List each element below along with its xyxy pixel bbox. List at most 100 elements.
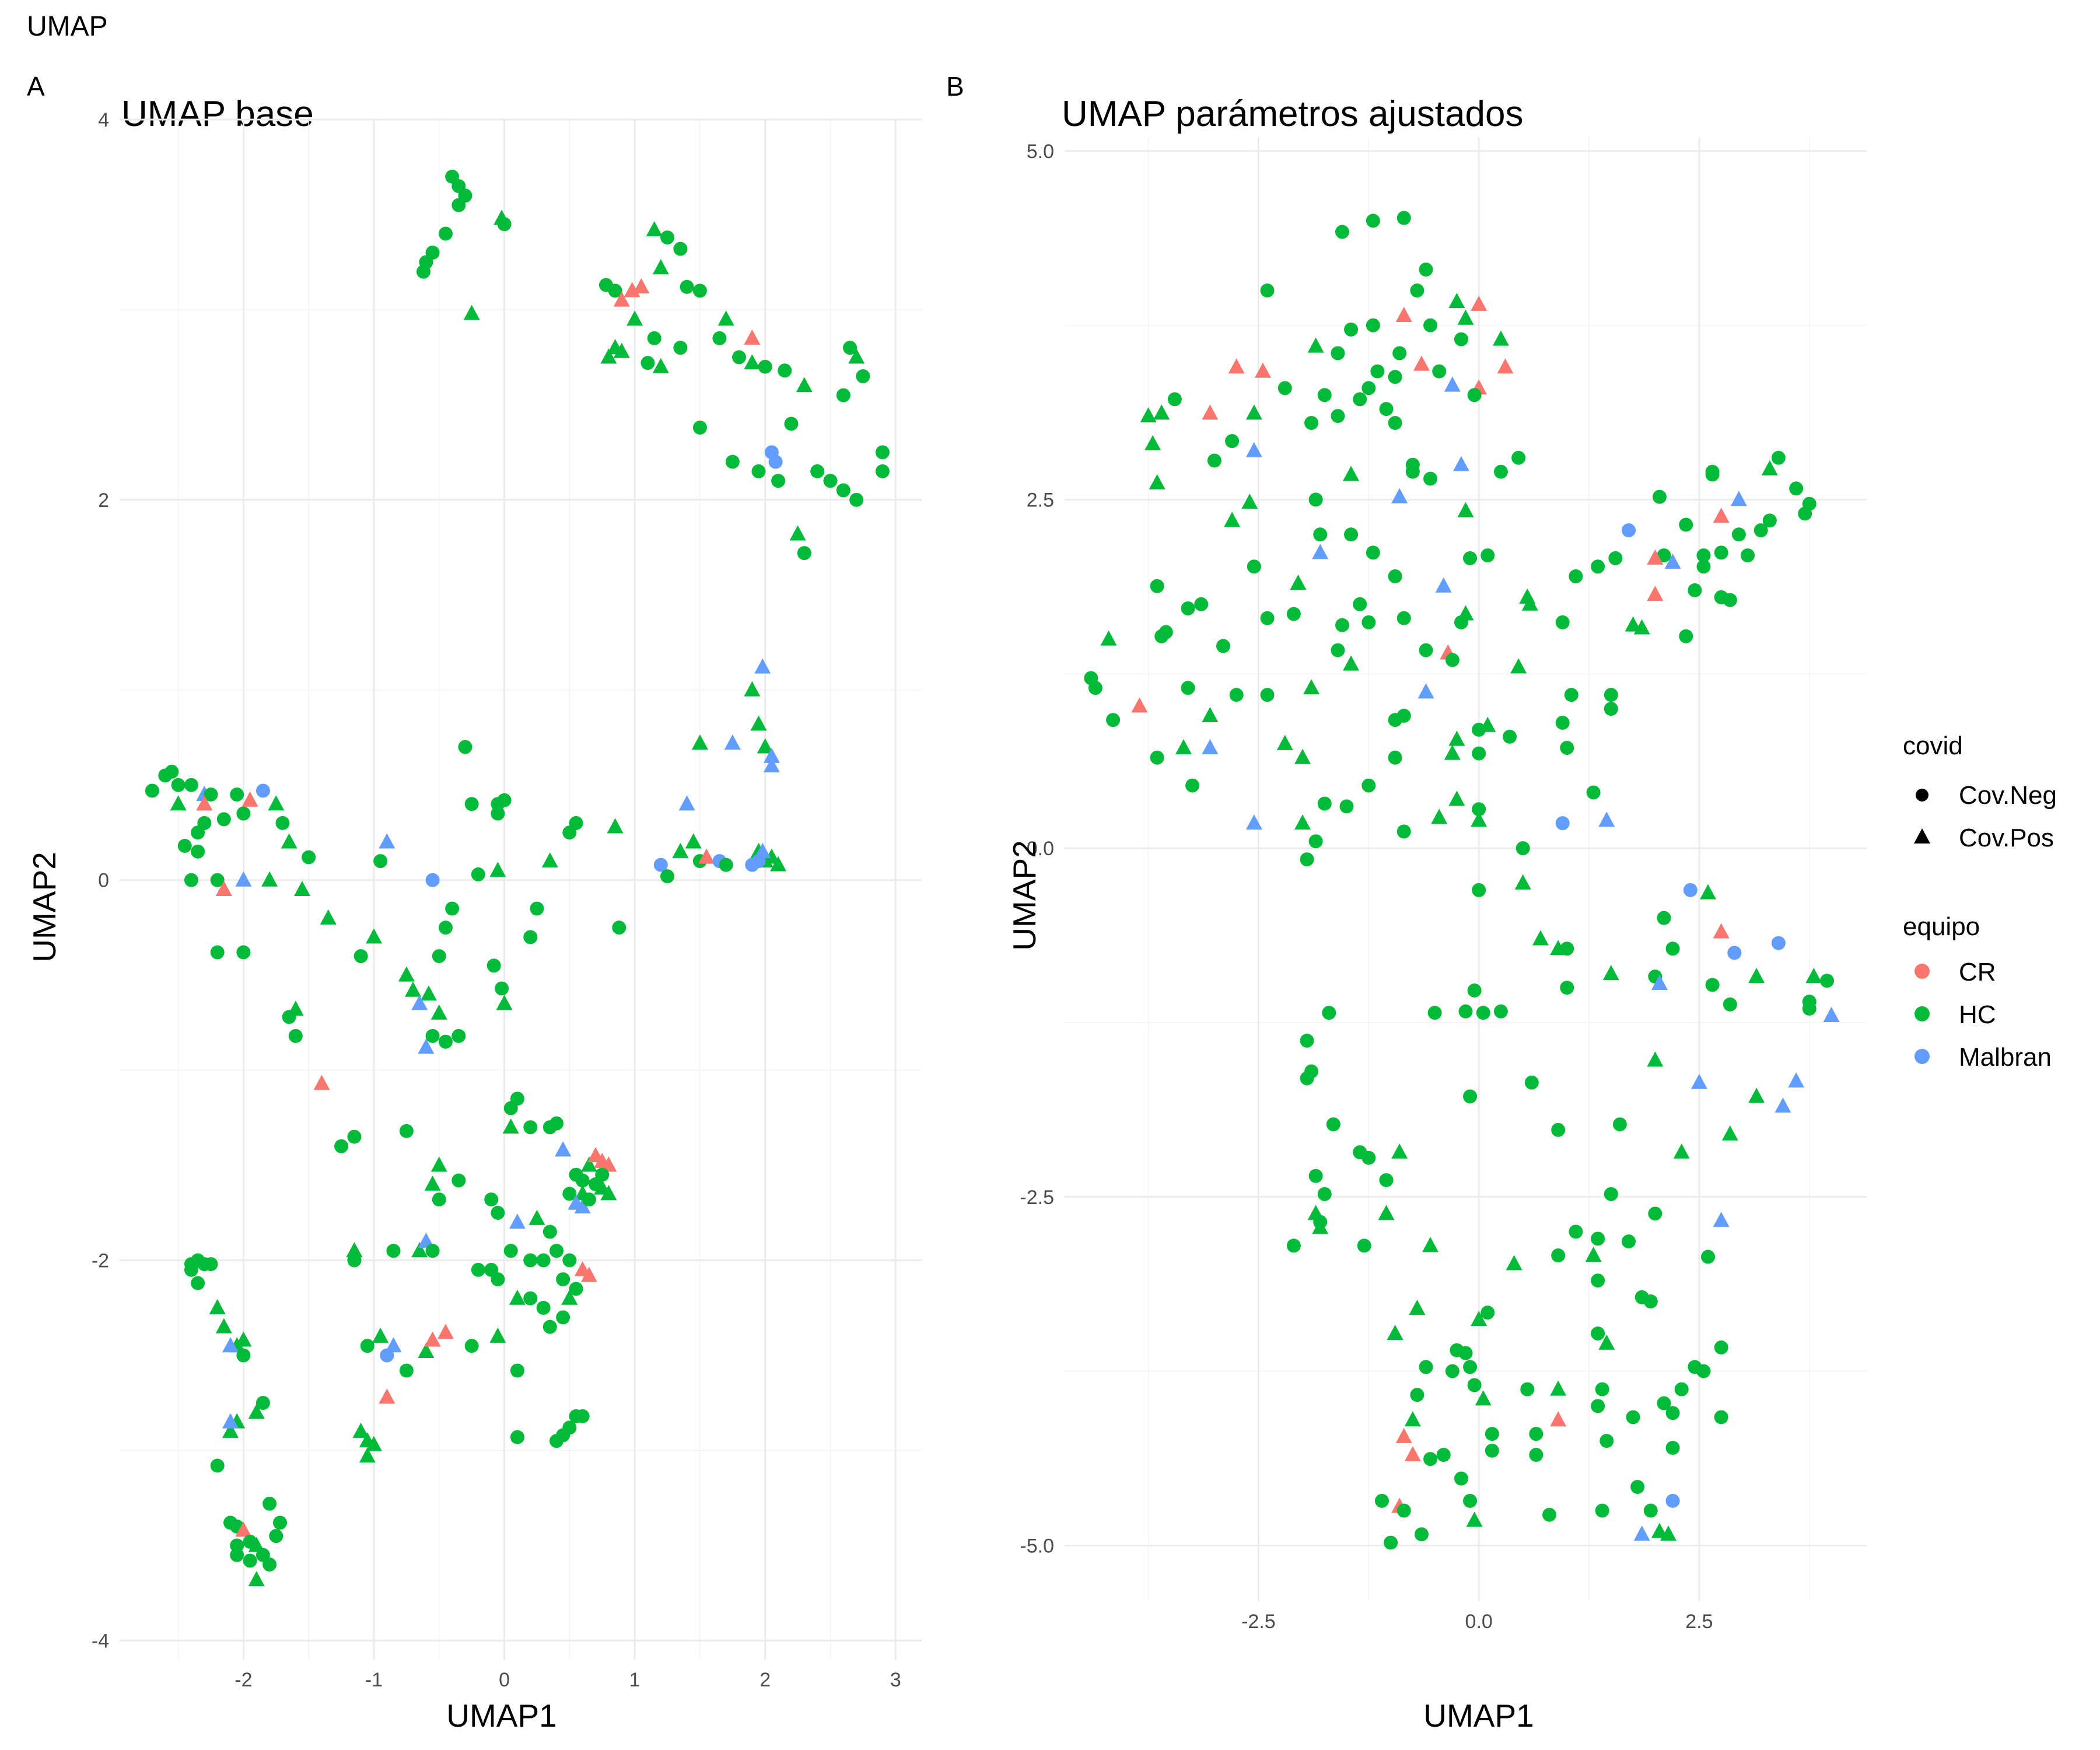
panel-a-point-cr-pos bbox=[437, 1324, 454, 1339]
panel-a-point-hc-neg bbox=[464, 1339, 479, 1353]
panel-a-point-hc-pos bbox=[600, 1185, 617, 1200]
panel-a-point-hc-neg bbox=[569, 1282, 583, 1296]
panel-a-point-malbran-pos bbox=[379, 833, 396, 849]
panel-b-point-hc-neg bbox=[1480, 1306, 1495, 1320]
panel-b-point-hc-neg bbox=[1445, 653, 1460, 667]
panel-a-point-hc-neg bbox=[523, 1120, 538, 1135]
panel-a-point-hc-neg bbox=[549, 1116, 564, 1130]
panel-a-point-hc-neg bbox=[171, 778, 186, 792]
panel-b-point-hc-neg bbox=[1591, 1273, 1605, 1288]
panel-b-point-hc-pos bbox=[1479, 716, 1496, 732]
panel-b-point-hc-neg bbox=[1674, 1382, 1689, 1396]
panel-a-point-hc-neg bbox=[510, 1430, 524, 1444]
panel-a-point-hc-pos bbox=[430, 1004, 447, 1020]
panel-a-point-hc-pos bbox=[796, 377, 813, 393]
panel-b-point-hc-neg bbox=[1714, 1410, 1728, 1424]
panel-b-point-hc-pos bbox=[1585, 1247, 1602, 1262]
panel-b-point-cr-pos bbox=[1647, 549, 1664, 565]
panel-a-point-hc-neg bbox=[399, 1124, 414, 1138]
panel-b-point-hc-neg bbox=[1798, 506, 1812, 521]
panel-a-point-hc-pos bbox=[352, 1422, 369, 1438]
panel-b: B UMAP parámetros ajustados -2.5 0.0 2.5 -… bbox=[946, 71, 1867, 1734]
panel-a-point-hc-neg bbox=[484, 1262, 499, 1277]
panel-b-point-cr-pos bbox=[1254, 362, 1271, 378]
panel-a-point-hc-pos bbox=[744, 681, 761, 696]
panel-a-point-hc-pos bbox=[607, 818, 624, 834]
panel-b-point-hc-neg bbox=[1463, 1360, 1478, 1374]
panel-a-point-hc-neg bbox=[191, 1276, 205, 1290]
legend-malbran-label: Malbran bbox=[1959, 1043, 2052, 1072]
panel-b-point-hc-pos bbox=[1409, 1300, 1426, 1315]
panel-a-point-hc-neg bbox=[484, 1192, 499, 1207]
panel-b-point-hc-neg bbox=[1304, 1064, 1319, 1079]
panel-a-point-hc-neg bbox=[145, 783, 159, 798]
panel-a-y-tick-label: 0 bbox=[98, 870, 109, 892]
panel-a-point-malbran-pos bbox=[418, 1038, 435, 1054]
panel-a-point-hc-neg bbox=[523, 1253, 538, 1268]
panel-a-point-hc-pos bbox=[248, 1536, 265, 1552]
panel-b-point-hc-neg bbox=[1150, 579, 1164, 593]
panel-b-point-cr-pos bbox=[1395, 306, 1412, 322]
panel-b-point-hc-neg bbox=[1591, 1231, 1605, 1246]
panel-b-point-hc-neg bbox=[1410, 283, 1424, 298]
panel-a-point-hc-neg bbox=[751, 464, 766, 478]
panel-b-point-hc-pos bbox=[1444, 744, 1461, 760]
panel-a-point-hc-neg bbox=[432, 949, 446, 964]
panel-b-point-malbran-neg bbox=[1622, 523, 1636, 538]
legend-cov-pos-label: Cov.Pos bbox=[1959, 824, 2054, 852]
panel-b-point-hc-neg bbox=[1657, 1396, 1671, 1410]
panel-a-point-hc-neg bbox=[432, 1192, 446, 1207]
panel-b-point-hc-neg bbox=[1604, 1186, 1618, 1201]
panel-b-point-malbran-pos bbox=[1633, 1525, 1650, 1541]
panel-a-x-ticks: -2 -1 0 1 2 3 bbox=[235, 1669, 901, 1691]
panel-a-point-hc-pos bbox=[222, 1422, 239, 1438]
panel-a-point-hc-pos bbox=[848, 348, 865, 364]
panel-b-point-cr-pos bbox=[1497, 358, 1514, 374]
panel-a-y-tick-label: 4 bbox=[98, 109, 109, 131]
panel-a-x-tick-label: 2 bbox=[760, 1669, 771, 1691]
panel-a-point-malbran-pos bbox=[222, 1413, 239, 1429]
panel-b-y-tick-label: -5.0 bbox=[1020, 1535, 1054, 1557]
panel-b-point-hc-neg bbox=[1701, 1250, 1716, 1264]
panel-a-x-tick-label: 3 bbox=[890, 1669, 901, 1691]
panel-b-point-malbran-pos bbox=[1713, 1212, 1730, 1227]
panel-a-point-hc-neg bbox=[386, 1244, 401, 1258]
panel-b-point-hc-pos bbox=[1448, 730, 1465, 746]
panel-b-point-cr-pos bbox=[1202, 404, 1219, 420]
panel-b-point-hc-neg bbox=[1529, 1427, 1544, 1441]
panel-a-point-hc-neg bbox=[191, 844, 205, 859]
panel-b-point-hc-pos bbox=[1633, 619, 1650, 635]
panel-a-point-malbran-pos bbox=[763, 757, 780, 773]
panel-b-x-tick-label: 0.0 bbox=[1465, 1611, 1493, 1633]
panel-b-point-hc-neg bbox=[1714, 1340, 1728, 1354]
panel-b-x-tick-label: 2.5 bbox=[1685, 1611, 1713, 1633]
panel-b-point-hc-neg bbox=[1335, 618, 1349, 632]
panel-b-point-hc-neg bbox=[1229, 688, 1244, 702]
panel-b-point-hc-pos bbox=[1224, 512, 1241, 527]
panel-b-point-hc-neg bbox=[1366, 214, 1380, 228]
panel-a-point-hc-neg bbox=[458, 740, 473, 754]
panel-a-point-hc-pos bbox=[672, 842, 689, 858]
legend-triangle-key bbox=[1914, 828, 1930, 844]
panel-b-point-hc-neg bbox=[1467, 1378, 1482, 1392]
panel-b-point-cr-pos bbox=[1131, 697, 1148, 713]
panel-a-point-hc-neg bbox=[452, 1173, 466, 1188]
panel-a-point-hc-pos bbox=[281, 833, 298, 849]
panel-a-point-hc-neg bbox=[262, 1496, 277, 1511]
panel-b-point-hc-pos bbox=[1721, 1125, 1738, 1141]
panel-b-point-hc-neg bbox=[1789, 481, 1804, 496]
panel-a-point-hc-pos bbox=[365, 928, 382, 944]
panel-a-point-hc-pos bbox=[757, 738, 774, 754]
panel-b-point-hc-neg bbox=[1260, 688, 1275, 702]
panel-b-point-hc-neg bbox=[1630, 1479, 1645, 1494]
panel-a-point-hc-neg bbox=[608, 284, 622, 298]
panel-b-point-hc-neg bbox=[1696, 1364, 1711, 1378]
panel-b-point-hc-neg bbox=[1626, 1410, 1640, 1424]
panel-a-point-hc-pos bbox=[294, 881, 311, 896]
panel-a-point-malbran-neg bbox=[768, 454, 783, 469]
panel-a-y-tick-label: -2 bbox=[92, 1250, 109, 1272]
panel-b-point-malbran-pos bbox=[1788, 1072, 1805, 1088]
panel-a-point-malbran-pos bbox=[754, 842, 771, 858]
panel-a-point-hc-pos bbox=[613, 342, 630, 358]
panel-b-point-cr-pos bbox=[1550, 1411, 1567, 1427]
